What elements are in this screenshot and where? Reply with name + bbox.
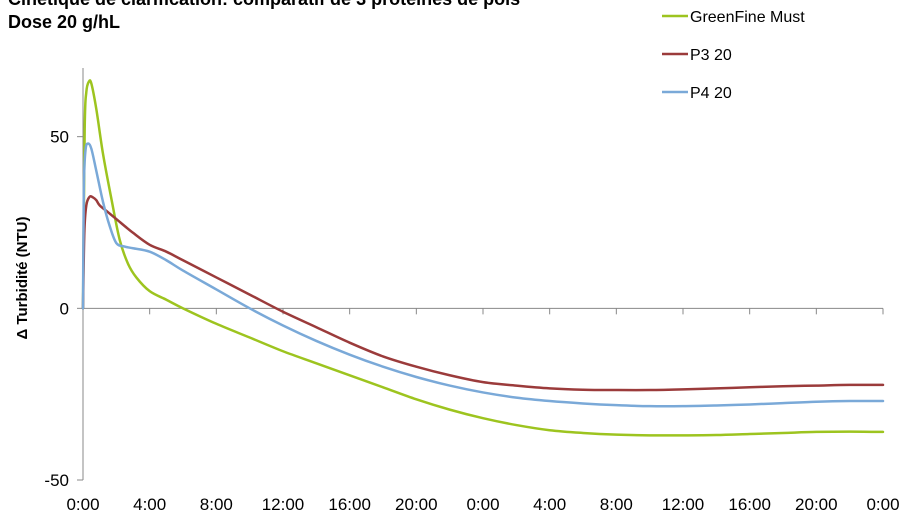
legend-label-p3-20: P3 20 — [690, 47, 732, 64]
x-tick-label: 20:00 — [395, 495, 438, 514]
series-line-p3-20 — [81, 194, 885, 392]
series-line-p4-20 — [81, 142, 885, 408]
x-tick-label: 4:00 — [133, 495, 166, 514]
x-tick-label: 12:00 — [262, 495, 305, 514]
legend-label-p4-20: P4 20 — [690, 85, 732, 102]
legend-label-greenfine-must: GreenFine Must — [690, 9, 805, 26]
x-tick-label: 0:00 — [866, 495, 899, 514]
y-tick-label: 50 — [50, 128, 69, 147]
chart-title: Cinétique de clarification: comparatif d… — [8, 0, 520, 10]
x-tick-label: 16:00 — [328, 495, 371, 514]
x-tick-label: 12:00 — [662, 495, 705, 514]
x-tick-label: 0:00 — [466, 495, 499, 514]
x-tick-label: 8:00 — [600, 495, 633, 514]
y-axis-label: Δ Turbidité (NTU) — [14, 217, 31, 340]
x-tick-label: 20:00 — [795, 495, 838, 514]
x-tick-label: 16:00 — [728, 495, 771, 514]
x-tick-label: 4:00 — [533, 495, 566, 514]
series-line-greenfine-must — [81, 79, 885, 437]
y-tick-label: -50 — [44, 471, 69, 490]
chart-subtitle: Dose 20 g/hL — [8, 12, 121, 32]
x-tick-label: 0:00 — [66, 495, 99, 514]
x-tick-label: 8:00 — [200, 495, 233, 514]
y-tick-label: 0 — [60, 299, 69, 318]
